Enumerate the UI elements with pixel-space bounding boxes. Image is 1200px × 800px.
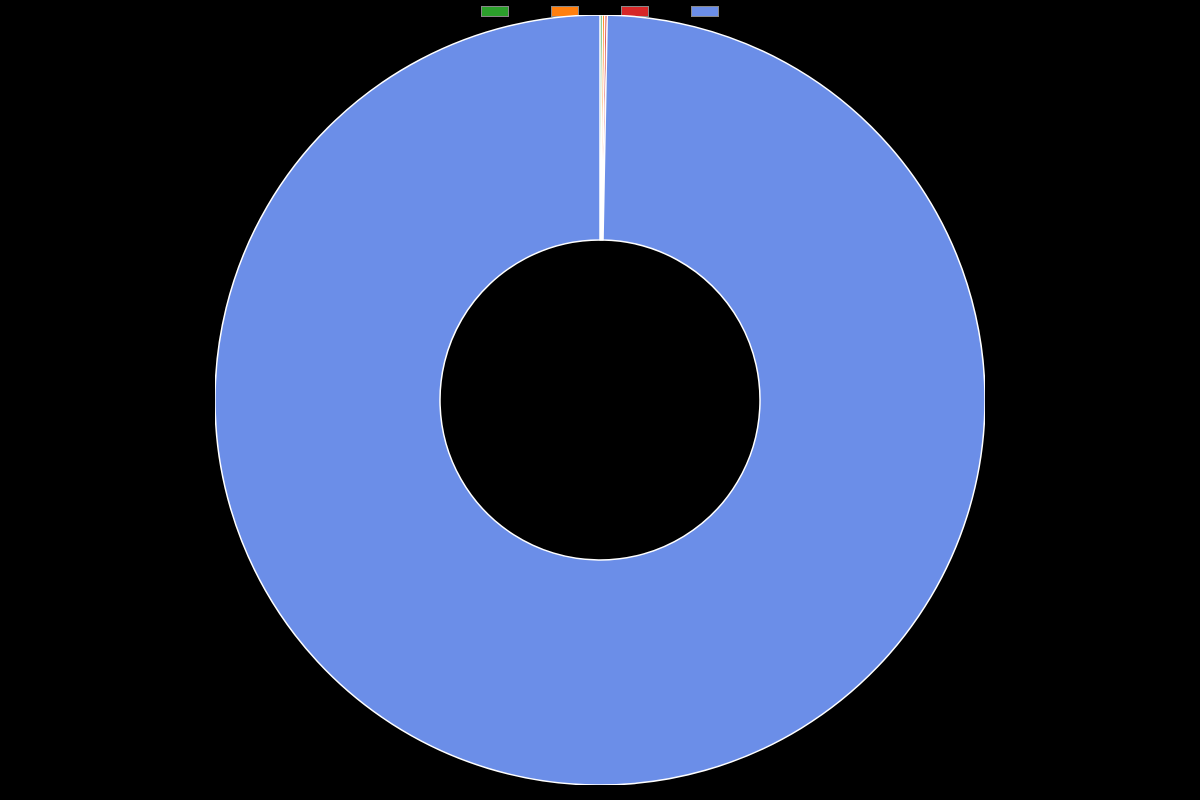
donut-svg <box>215 15 985 785</box>
donut-chart <box>215 15 985 785</box>
donut-slice-3 <box>215 15 985 785</box>
